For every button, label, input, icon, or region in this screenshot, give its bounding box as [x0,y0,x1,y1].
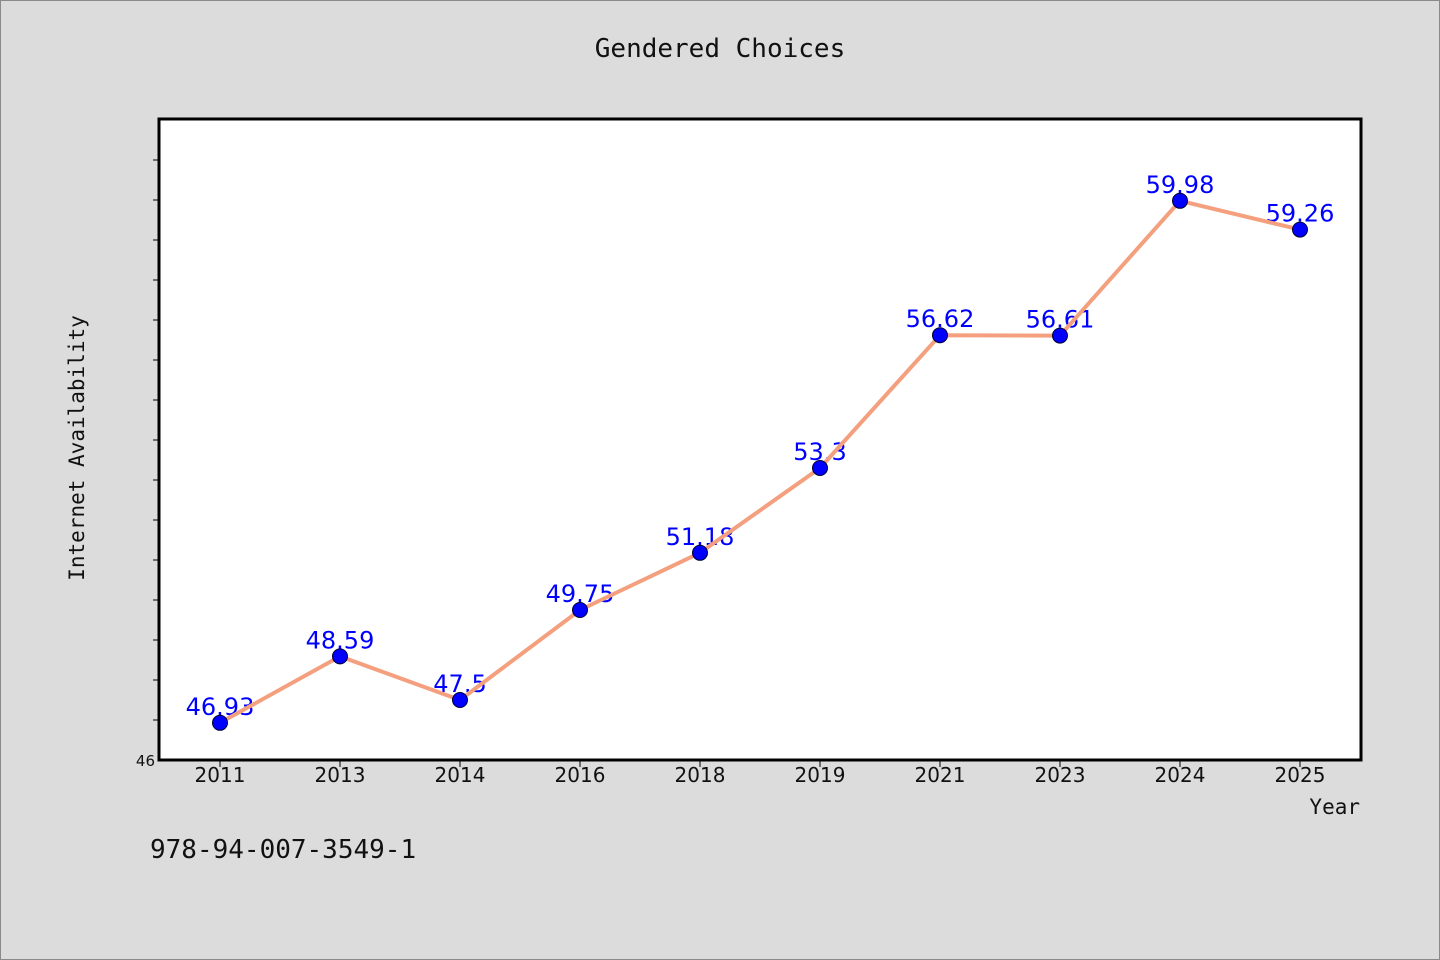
x-axis-label: Year [1309,795,1360,819]
footer-isbn: 978-94-007-3549-1 [150,835,417,865]
x-tick-label: 2016 [555,763,606,787]
data-point [1052,327,1068,344]
x-axis-ticks: 2011 2013 2014 2016 2018 2019 2021 2023 2024 2025 [195,760,1326,787]
data-point [1172,192,1188,209]
data-point [212,714,228,731]
chart-title: Gendered Choices [594,34,846,64]
x-tick-label: 2011 [195,763,246,787]
x-tick-label: 2019 [795,763,846,787]
y-tick-label: 46 [136,752,155,770]
data-point [932,327,948,344]
data-point [692,544,708,561]
data-point [812,460,828,476]
series-group [212,192,1308,731]
y-axis-ticks: 46 [136,159,160,770]
series-line [218,198,1302,725]
plot-area [157,117,1363,762]
x-tick-label: 2014 [435,763,486,787]
x-tick-label: 2021 [915,763,966,787]
data-point [332,648,348,665]
x-tick-label: 2023 [1035,763,1086,787]
data-point [572,602,588,618]
x-tick-label: 2013 [315,763,366,787]
data-point [1292,221,1308,238]
x-tick-label: 2018 [675,763,726,787]
x-tick-label: 2024 [1155,763,1206,787]
data-point [452,692,468,708]
x-tick-label: 2025 [1275,763,1326,787]
